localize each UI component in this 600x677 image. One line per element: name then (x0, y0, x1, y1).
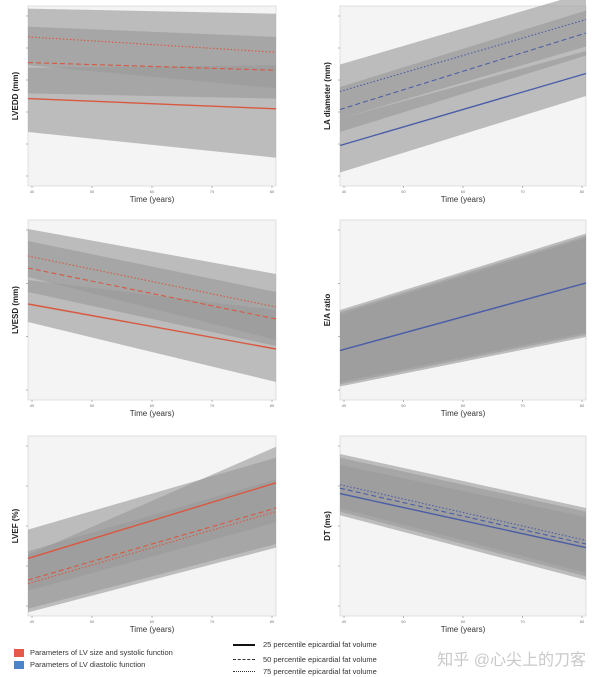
chart-dt: 40 50 60 70 80 Time (years) DT (ms) (312, 430, 600, 640)
series-line-dotted (339, 18, 587, 93)
x-tick-label: 70 (210, 403, 215, 408)
series-line-solid (27, 97, 277, 110)
confidence-band-3 (28, 446, 276, 613)
legend-item-diastolic: Parameters of LV diastolic function (14, 660, 145, 669)
series-line-dotted (339, 484, 587, 541)
legend-item-50: 50 percentile epicardial fat volume (233, 655, 377, 664)
x-tick-label: 50 (90, 403, 95, 408)
x-tick-label: 40 (342, 403, 347, 408)
confidence-band-3 (340, 454, 586, 573)
x-tick-label: 60 (150, 403, 155, 408)
series-line-dashed (27, 267, 277, 320)
legend-item-25: 25 percentile epicardial fat volume (233, 640, 377, 649)
x-tick-label: 60 (461, 619, 466, 624)
series-line-solid (339, 72, 587, 147)
legend-line-solid (233, 643, 255, 646)
x-tick-label: 50 (401, 619, 406, 624)
series-line-dashed (339, 487, 587, 545)
x-tick-label: 60 (461, 189, 466, 194)
series-line-dashed (27, 507, 277, 581)
series-line-solid (27, 482, 277, 560)
chart-lvedd: 40 50 60 70 80 Time (years) LVEDD (mm) (0, 0, 290, 210)
x-tick-label: 70 (520, 403, 525, 408)
chart-lvef: 40 50 60 70 80 Time (years) LVEF (%) (0, 430, 290, 640)
y-axis-label: LA diameter (mm) (323, 62, 332, 130)
chart-lvesd: 40 50 60 70 80 Time (years) LVESD (mm) (0, 214, 290, 424)
x-tick-label: 40 (30, 189, 35, 194)
series-line-solid (27, 303, 277, 350)
x-tick-label: 70 (520, 619, 525, 624)
x-tick-label: 40 (30, 403, 35, 408)
legend-item-size-systolic: Parameters of LV size and systolic funct… (14, 648, 173, 657)
x-tick-label: 40 (342, 619, 347, 624)
chart-svg-lvedd: 40 50 60 70 80 Time (years) LVEDD (mm) (11, 5, 277, 204)
y-axis-label: LVESD (mm) (11, 286, 20, 334)
legend-line-dashed (233, 659, 255, 660)
x-axis-label: Time (years) (441, 625, 486, 634)
series-line-dashed (27, 62, 277, 71)
confidence-band-3 (340, 0, 586, 119)
legend-label: 50 percentile epicardial fat volume (263, 655, 377, 664)
series-line-dotted (27, 511, 277, 585)
x-tick-label: 80 (580, 403, 585, 408)
x-tick-label: 50 (401, 189, 406, 194)
x-axis-label: Time (years) (130, 195, 175, 204)
x-tick-label: 80 (580, 189, 585, 194)
x-axis-label: Time (years) (130, 625, 175, 634)
x-axis-label: Time (years) (130, 409, 175, 418)
x-tick-label: 60 (150, 619, 155, 624)
x-tick-label: 80 (270, 189, 275, 194)
legend-line-dotted (233, 671, 255, 672)
chart-svg-dt: 40 50 60 70 80 Time (years) DT (ms) (323, 435, 587, 634)
y-axis-label: LVEDD (mm) (11, 72, 20, 121)
confidence-band-3 (28, 229, 276, 340)
legend: Parameters of LV size and systolic funct… (0, 640, 600, 677)
chart-svg-la: 40 50 60 70 80 Time (years) LA diameter (mm) (323, 0, 587, 204)
x-tick-label: 50 (401, 403, 406, 408)
x-tick-label: 50 (90, 619, 95, 624)
confidence-band-1 (340, 51, 586, 173)
y-axis-label: E/A ratio (323, 294, 332, 327)
series-line-dotted (27, 36, 277, 53)
x-tick-label: 80 (580, 619, 585, 624)
legend-swatch-red (14, 648, 24, 657)
legend-label: Parameters of LV size and systolic funct… (30, 648, 173, 657)
legend-label: Parameters of LV diastolic function (30, 660, 146, 669)
x-tick-label: 70 (210, 189, 215, 194)
watermark-text: 知乎 @心尖上的刀客 (437, 652, 586, 669)
x-tick-label: 60 (461, 403, 466, 408)
series-line-solid (339, 492, 587, 549)
x-tick-label: 50 (90, 189, 95, 194)
legend-swatch-blue (14, 660, 24, 669)
x-tick-label: 70 (520, 189, 525, 194)
x-axis-label: Time (years) (441, 195, 486, 204)
y-axis-label: DT (ms) (323, 511, 332, 541)
legend-item-75: 75 percentile epicardial fat volume (233, 667, 377, 676)
series-line-dashed (339, 32, 587, 111)
legend-label: 25 percentile epicardial fat volume (263, 640, 377, 649)
chart-svg-lvef: 40 50 60 70 80 Time (years) LVEF (%) (11, 435, 277, 634)
chart-ea-ratio: 40 50 60 70 80 Time (years) E/A ratio (312, 214, 600, 424)
chart-la-diameter: 40 50 60 70 80 Time (years) LA diameter (mm) (312, 0, 600, 210)
series-line-dotted (339, 282, 587, 352)
chart-svg-lvesd: 40 50 60 70 80 Time (years) LVESD (mm) (11, 219, 277, 418)
x-tick-label: 40 (342, 189, 347, 194)
confidence-band-3 (340, 238, 586, 387)
chart-svg-ea: 40 50 60 70 80 Time (years) E/A ratio (323, 219, 587, 418)
series-line-dotted (27, 255, 277, 308)
x-axis-label: Time (years) (441, 409, 486, 418)
x-tick-label: 70 (210, 619, 215, 624)
x-tick-label: 80 (270, 403, 275, 408)
x-tick-label: 40 (30, 619, 35, 624)
y-axis-label: LVEF (%) (11, 508, 20, 543)
legend-label: 75 percentile epicardial fat volume (263, 667, 377, 676)
x-tick-label: 80 (270, 619, 275, 624)
x-tick-label: 60 (150, 189, 155, 194)
